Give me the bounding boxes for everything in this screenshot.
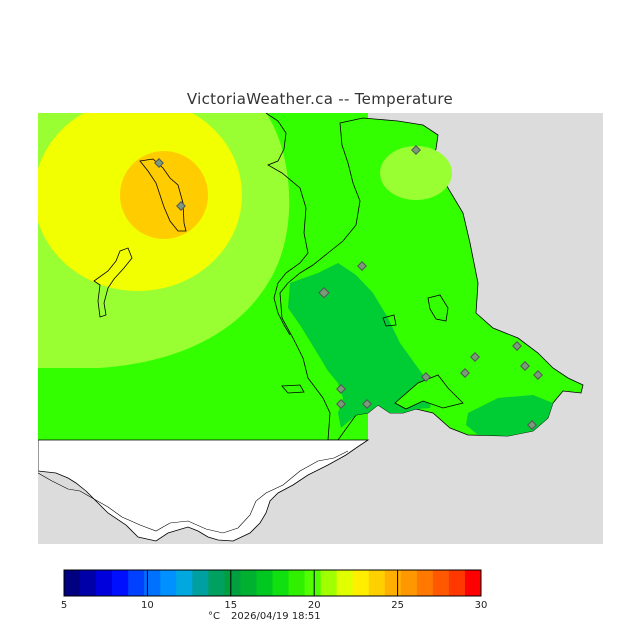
south-coastline-detail [38, 450, 349, 534]
color-swatch [336, 570, 354, 596]
band-16-18 [288, 263, 433, 428]
station-marker[interactable] [421, 372, 431, 382]
color-swatch [288, 570, 306, 596]
station-marker[interactable] [470, 352, 480, 362]
lake [427, 294, 449, 322]
station-marker[interactable] [336, 384, 346, 394]
color-swatch [400, 570, 418, 596]
island-large [139, 158, 187, 232]
islet [281, 384, 305, 394]
station-marker[interactable] [318, 287, 330, 299]
station-markers [154, 145, 543, 430]
color-swatch [256, 570, 273, 596]
color-swatch [176, 570, 193, 596]
west-temperature-field [38, 113, 368, 440]
timestamp-label: 2026/04/19 18:51 [231, 611, 321, 622]
color-swatch [352, 570, 370, 596]
lake [382, 314, 397, 327]
map-title: VictoriaWeather.ca -- Temperature [186, 90, 454, 108]
color-swatch [384, 570, 402, 596]
tick-label: 25 [391, 600, 404, 611]
scale-unit-label: °C [208, 611, 220, 622]
station-marker[interactable] [336, 399, 346, 409]
color-swatch [432, 570, 450, 596]
color-swatch [192, 570, 209, 596]
color-swatch [272, 570, 290, 596]
color-swatch [96, 570, 113, 596]
color-swatch [320, 570, 338, 596]
color-swatch [208, 570, 225, 596]
color-swatch [128, 570, 145, 596]
station-marker[interactable] [520, 361, 530, 371]
station-marker[interactable] [176, 201, 186, 211]
color-scale-swatches [64, 570, 482, 596]
color-swatch [160, 570, 177, 596]
tick-label: 15 [224, 600, 237, 611]
station-marker[interactable] [460, 368, 470, 378]
east-land-temperature-field [279, 117, 584, 441]
station-marker[interactable] [357, 261, 367, 271]
color-swatch [304, 570, 322, 596]
tick-label: 10 [141, 600, 154, 611]
tick-label: 20 [308, 600, 321, 611]
coastline-west [265, 113, 309, 336]
tick-label: 5 [61, 600, 67, 611]
color-swatch [144, 570, 161, 596]
color-swatch [64, 570, 81, 596]
color-swatch [448, 570, 466, 596]
station-marker[interactable] [512, 341, 522, 351]
band-24-26 [120, 151, 208, 239]
station-marker[interactable] [154, 158, 164, 168]
color-swatch [464, 570, 482, 596]
station-marker[interactable] [362, 399, 372, 409]
color-swatch [368, 570, 386, 596]
tick-label: 30 [475, 600, 488, 611]
color-swatch [80, 570, 97, 596]
island-small [93, 247, 133, 318]
station-marker[interactable] [411, 145, 421, 155]
color-scale-ticks: 5 10 15 20 25 30 [61, 570, 488, 611]
station-marker[interactable] [527, 420, 537, 430]
color-swatch [240, 570, 257, 596]
color-swatch [416, 570, 434, 596]
band-20-22-north [380, 146, 452, 200]
temperature-map [38, 113, 603, 544]
station-marker[interactable] [533, 370, 543, 380]
color-swatch [224, 570, 241, 596]
color-swatch [112, 570, 129, 596]
